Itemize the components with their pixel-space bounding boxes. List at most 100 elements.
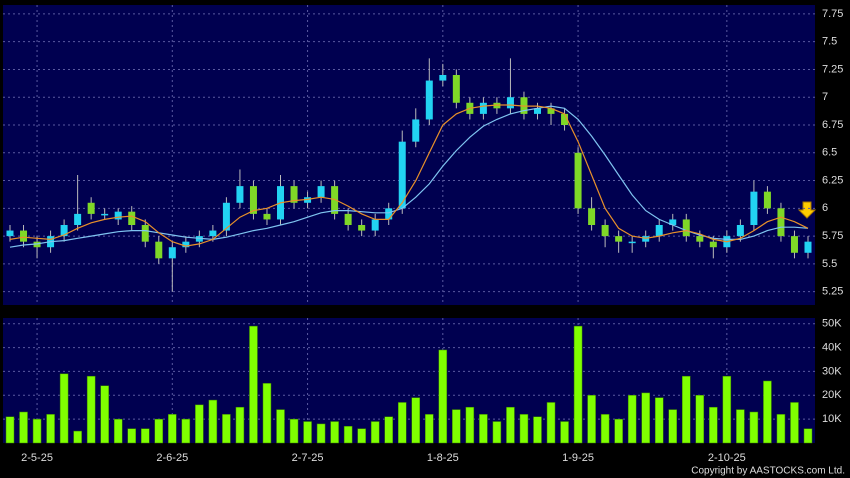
y-tick-label: 5.25 bbox=[822, 286, 843, 298]
candle-body bbox=[412, 119, 420, 142]
candle-body bbox=[6, 230, 14, 237]
volume-bar bbox=[141, 428, 150, 444]
candle-body bbox=[561, 113, 569, 125]
volume-bar bbox=[614, 418, 623, 444]
candle-body bbox=[168, 247, 176, 259]
candle-body bbox=[425, 80, 433, 120]
volume-bar bbox=[411, 397, 421, 444]
candle-body bbox=[696, 236, 704, 242]
volume-bar bbox=[276, 409, 285, 444]
candle-body bbox=[385, 208, 393, 220]
volume-bar bbox=[641, 392, 650, 444]
x-tick-label: 2-10-25 bbox=[708, 452, 746, 464]
volume-bar bbox=[736, 409, 745, 444]
candle-body bbox=[249, 186, 257, 214]
candle-body bbox=[533, 108, 541, 114]
candle-body bbox=[439, 75, 447, 81]
volume-bar bbox=[5, 416, 15, 444]
volume-bar bbox=[654, 397, 664, 444]
volume-bar bbox=[546, 402, 556, 444]
volume-bar bbox=[397, 402, 407, 444]
volume-bar bbox=[46, 414, 55, 444]
volume-bar bbox=[357, 428, 366, 444]
price-panel bbox=[3, 5, 815, 305]
volume-bar bbox=[343, 426, 353, 444]
volume-bar bbox=[627, 395, 637, 444]
candle-body bbox=[60, 225, 68, 237]
volume-bar bbox=[749, 411, 759, 444]
volume-bar bbox=[560, 421, 569, 444]
candle-body bbox=[588, 208, 596, 225]
volume-bar bbox=[384, 416, 393, 444]
candle-body bbox=[655, 225, 663, 237]
volume-bar bbox=[303, 421, 312, 444]
volume-bar bbox=[479, 414, 488, 444]
copyright: Copyright by AASTOCKS.com Ltd. bbox=[691, 466, 845, 477]
candle-body bbox=[777, 208, 785, 237]
candle-body bbox=[790, 236, 798, 253]
candle-body bbox=[452, 75, 460, 103]
candle-body bbox=[804, 241, 812, 253]
candle-body bbox=[682, 219, 690, 237]
volume-bar bbox=[519, 414, 529, 444]
y-tick-label: 7 bbox=[822, 91, 828, 103]
volume-bar bbox=[790, 402, 799, 444]
x-tick-label: 2-6-25 bbox=[156, 452, 188, 464]
volume-bar bbox=[59, 373, 69, 444]
volume-bar bbox=[86, 375, 96, 444]
candle-body bbox=[74, 213, 82, 225]
volume-bar bbox=[235, 406, 245, 444]
volume-bar bbox=[452, 409, 461, 444]
x-tick-label: 2-5-25 bbox=[21, 452, 53, 464]
volume-bar bbox=[533, 416, 542, 444]
candle-body bbox=[222, 202, 230, 231]
y-tick-label: 10K bbox=[822, 413, 842, 425]
volume-bar bbox=[370, 421, 380, 444]
volume-bar bbox=[249, 325, 258, 444]
y-tick-label: 6.5 bbox=[822, 147, 837, 159]
candle-body bbox=[344, 213, 352, 225]
candle-body bbox=[101, 213, 109, 216]
candle-body bbox=[155, 241, 163, 259]
volume-bar bbox=[262, 383, 272, 444]
volume-bar bbox=[208, 399, 218, 444]
volume-bar bbox=[763, 380, 772, 444]
x-tick-label: 1-8-25 bbox=[427, 452, 459, 464]
volume-bar bbox=[695, 395, 705, 444]
volume-bar bbox=[195, 404, 204, 444]
candle-body bbox=[574, 152, 582, 209]
y-tick-label: 5.75 bbox=[822, 230, 843, 242]
volume-bar bbox=[600, 414, 610, 444]
moving-average-line bbox=[9, 104, 809, 247]
candle-body bbox=[506, 97, 514, 109]
candle-body bbox=[615, 236, 623, 242]
candle-body bbox=[709, 241, 717, 248]
y-tick-label: 30K bbox=[822, 365, 842, 377]
volume-bar bbox=[803, 428, 813, 444]
candle-body bbox=[87, 202, 95, 214]
volume-bar bbox=[492, 421, 502, 444]
candle-body bbox=[371, 219, 379, 231]
volume-bar bbox=[722, 375, 732, 444]
y-tick-label: 6.25 bbox=[822, 174, 843, 186]
volume-bar bbox=[709, 406, 718, 444]
volume-panel bbox=[3, 318, 815, 443]
volume-bar bbox=[32, 418, 42, 444]
volume-bar bbox=[330, 421, 339, 444]
y-tick-label: 40K bbox=[822, 341, 842, 353]
y-tick-label: 7.75 bbox=[822, 8, 843, 20]
y-tick-label: 7.25 bbox=[822, 63, 843, 75]
candle-body bbox=[128, 211, 136, 225]
y-tick-label: 50K bbox=[822, 318, 842, 330]
candle-body bbox=[290, 186, 298, 203]
volume-bar bbox=[682, 375, 691, 444]
candle-body bbox=[182, 241, 190, 248]
candle-body bbox=[669, 219, 677, 225]
volume-bar bbox=[100, 385, 109, 444]
candle-body bbox=[763, 191, 771, 209]
volume-bar bbox=[573, 325, 583, 444]
candle-body bbox=[236, 186, 244, 203]
candle-body bbox=[628, 241, 636, 244]
